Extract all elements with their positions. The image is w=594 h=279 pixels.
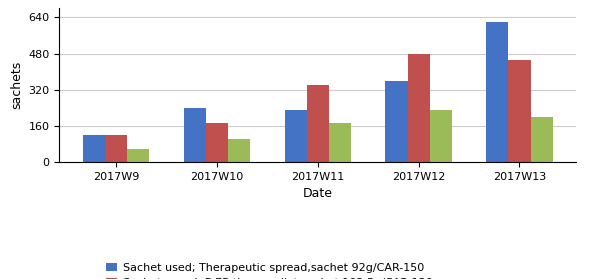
- Bar: [329, 123, 351, 162]
- Bar: [407, 54, 429, 162]
- Bar: [83, 135, 105, 162]
- Bar: [307, 85, 329, 162]
- X-axis label: Date: Date: [303, 187, 333, 200]
- Bar: [386, 81, 407, 162]
- Bar: [105, 135, 127, 162]
- Bar: [285, 110, 307, 162]
- Bar: [127, 150, 150, 162]
- Bar: [228, 139, 250, 162]
- Bar: [486, 22, 508, 162]
- Bar: [184, 108, 206, 162]
- Legend: Sachet used; Therapeutic spread,sachet 92g/CAR-150, Sachets used: F-75 therap. d: Sachet used; Therapeutic spread,sachet 9…: [106, 263, 438, 279]
- Bar: [206, 123, 228, 162]
- Bar: [429, 110, 452, 162]
- Bar: [530, 117, 552, 162]
- Y-axis label: sachets: sachets: [10, 61, 23, 109]
- Bar: [508, 60, 530, 162]
